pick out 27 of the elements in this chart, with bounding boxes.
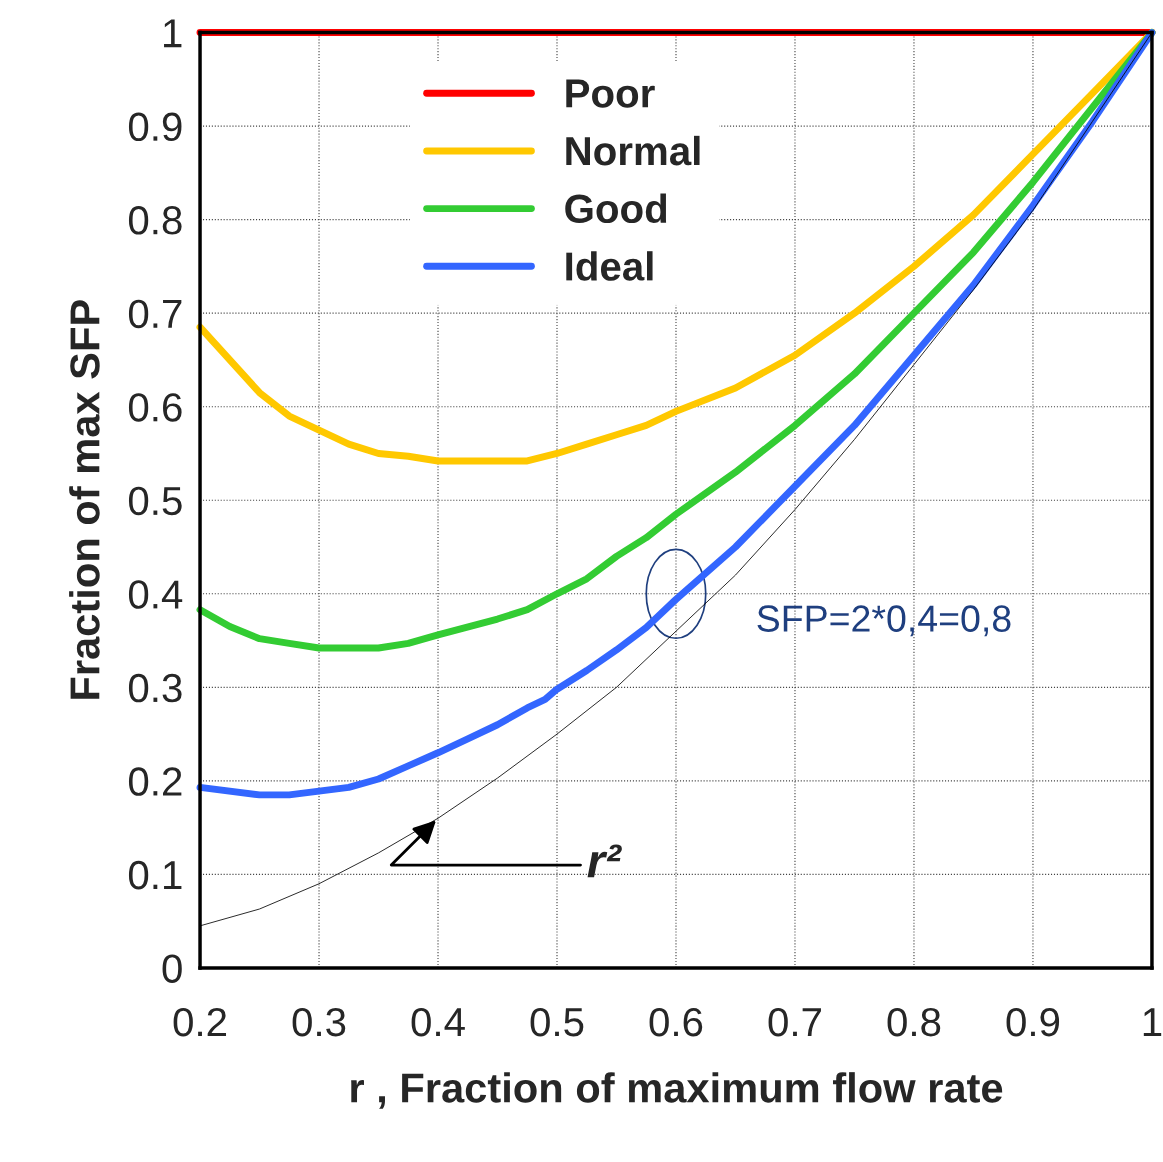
y-tick-label: 0.1 [128,860,182,890]
x-tick-label: 0.8 [887,1007,941,1037]
x-tick-label: 0.4 [411,1007,465,1037]
legend-label: Good [565,193,667,224]
y-tick-label: 0.4 [128,580,183,609]
x-axis-title: r , Fraction of maximum flow rate [351,1072,1003,1109]
x-tick-label: 0.5 [530,1007,584,1037]
annotation: r² [587,844,622,878]
y-tick-label: 0.7 [128,299,182,329]
annotation: SFP=2*0,4=0,8 [757,605,1011,637]
x-tick-label: 0.9 [1006,1007,1060,1037]
y-axis-title: Fraction of max SFP [69,300,100,699]
y-tick-label: 0.3 [128,673,182,703]
y-tick-label: 0.2 [128,767,182,796]
legend-label: Ideal [566,251,653,281]
x-tick-label: 0.7 [768,1007,821,1037]
x-tick-label: 1 [1143,1008,1162,1037]
y-tick-label: 0.6 [128,393,182,422]
x-tick-label: 0.6 [649,1007,703,1037]
y-tick-label: 0.9 [128,112,182,142]
y-tick-label: 1 [164,19,182,48]
legend-label: Poor [566,79,655,108]
y-tick-label: 0.5 [128,486,182,516]
x-tick-label: 0.3 [292,1007,346,1037]
y-tick-label: 0.8 [128,206,182,235]
legend-label: Normal [566,135,700,166]
y-tick-label: 0 [162,954,182,983]
